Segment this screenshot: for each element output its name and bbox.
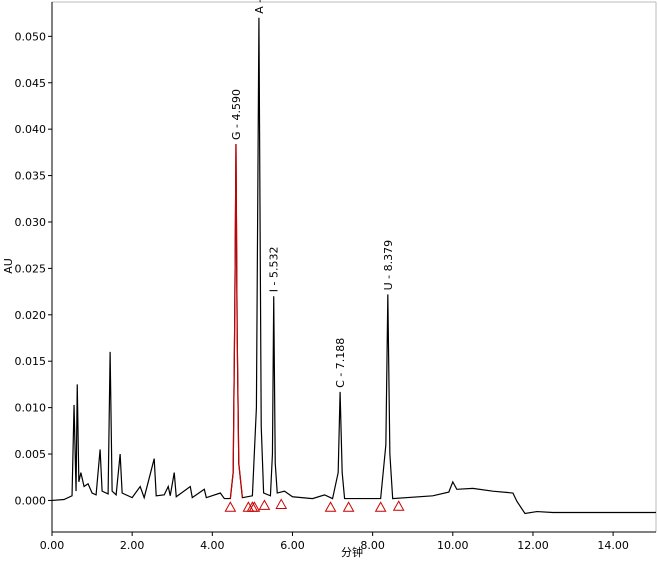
peak-label: A - 5.163: [253, 0, 266, 14]
trace-line: [229, 144, 243, 499]
y-tick-label: 0.030: [15, 216, 47, 229]
baseline-marker: [392, 500, 405, 511]
y-axis-label: AU: [2, 258, 15, 274]
baseline-marker: [324, 501, 337, 512]
y-tick-label: 0.000: [15, 494, 47, 507]
peak-label: G - 4.590: [230, 89, 243, 140]
peak-label: U - 8.379: [382, 240, 395, 291]
x-tick-label: 0.00: [40, 539, 65, 552]
y-tick-label: 0.025: [15, 262, 47, 275]
baseline-marker: [258, 499, 271, 510]
x-tick-label: 14.00: [597, 539, 629, 552]
y-tick-label: 0.015: [15, 355, 47, 368]
x-tick-label: 2.00: [120, 539, 145, 552]
y-tick-label: 0.050: [15, 30, 47, 43]
baseline-marker: [342, 501, 355, 512]
x-tick-label: 10.00: [437, 539, 469, 552]
baseline-marker: [224, 501, 237, 512]
x-axis-label: 分钟: [341, 545, 363, 559]
y-tick-label: 0.040: [15, 123, 47, 136]
peak-label: C - 7.188: [334, 338, 347, 388]
y-tick-label: 0.035: [15, 170, 47, 183]
x-tick-label: 6.00: [280, 539, 305, 552]
y-tick-label: 0.005: [15, 448, 47, 461]
baseline-marker: [374, 501, 387, 512]
peak-label: I - 5.532: [268, 247, 281, 293]
baseline-marker: [275, 498, 288, 509]
x-tick-label: 8.00: [360, 539, 385, 552]
y-tick-label: 0.045: [15, 77, 47, 90]
x-tick-label: 4.00: [200, 539, 225, 552]
x-tick-label: 12.00: [517, 539, 549, 552]
baseline-marker: [248, 501, 261, 512]
y-tick-label: 0.010: [15, 402, 47, 415]
y-tick-label: 0.020: [15, 309, 47, 322]
